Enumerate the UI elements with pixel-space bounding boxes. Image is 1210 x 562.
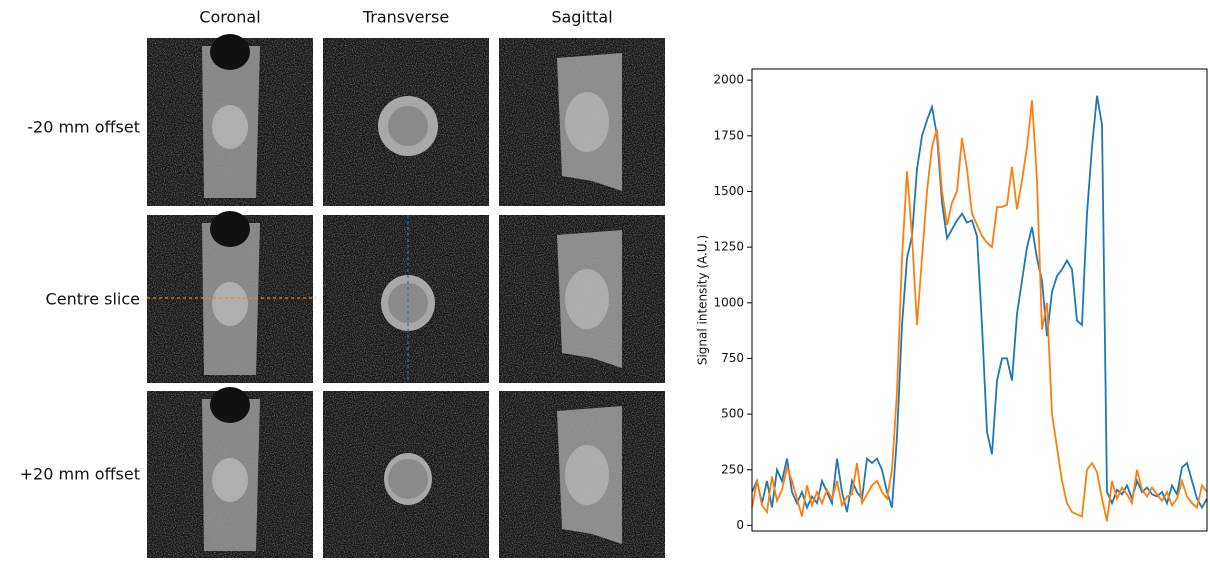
mri-image <box>499 38 665 206</box>
mri-image <box>323 391 489 559</box>
anatomy <box>212 282 248 326</box>
image-grid <box>147 34 665 559</box>
mri-image <box>499 215 665 383</box>
y-axis-label: Signal intensity (A.U.) <box>696 235 710 365</box>
column-header: Transverse <box>362 8 449 27</box>
anatomy <box>565 92 609 152</box>
anatomy <box>210 211 250 247</box>
plot: 0 250 500 750 1000 1250 1500 1750 2000 <box>713 68 1208 532</box>
y-tick-label: 1500 <box>713 184 744 198</box>
y-tick-label: 0 <box>736 518 744 532</box>
row-label: +20 mm offset <box>20 465 140 484</box>
anatomy <box>388 283 428 323</box>
anatomy <box>212 105 248 149</box>
data-line <box>751 95 1208 513</box>
anatomy <box>388 106 428 146</box>
mri-image <box>147 387 313 559</box>
anatomy <box>388 459 428 499</box>
row-label: -20 mm offset <box>27 118 140 137</box>
anatomy <box>565 445 609 505</box>
mri-image <box>323 38 489 206</box>
anatomy <box>210 387 250 423</box>
y-tick-label: 250 <box>721 462 744 476</box>
mri-image <box>147 34 313 206</box>
y-tick-label: 2000 <box>713 73 744 87</box>
column-header: Coronal <box>199 8 260 27</box>
y-tick-label: 1000 <box>713 295 744 309</box>
y-tick-label: 750 <box>721 351 744 365</box>
anatomy <box>565 269 609 329</box>
column-header: Sagittal <box>551 8 612 27</box>
anatomy <box>210 34 250 70</box>
data-line <box>751 100 1208 522</box>
y-tick-label: 1750 <box>713 128 744 142</box>
row-label: Centre slice <box>46 290 140 309</box>
y-tick-label: 500 <box>721 407 744 421</box>
plot-frame <box>751 68 1208 532</box>
mri-image <box>499 391 665 559</box>
mri-image <box>323 215 489 383</box>
y-tick-label: 1250 <box>713 240 744 254</box>
anatomy <box>212 458 248 502</box>
mri-image <box>147 211 313 383</box>
